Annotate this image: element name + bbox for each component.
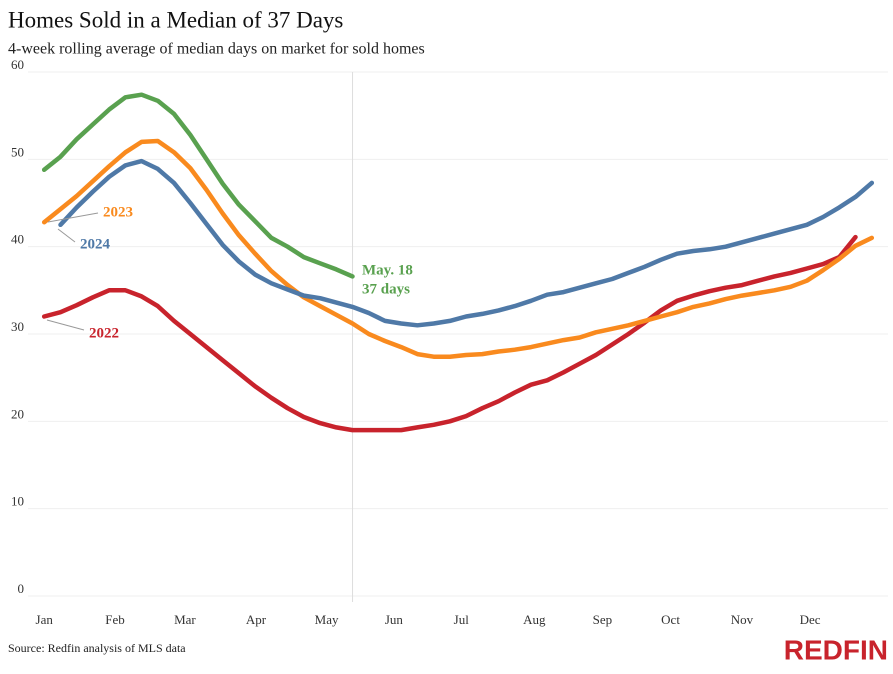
- label-connector: [46, 319, 85, 331]
- y-tick-label: 40: [11, 232, 24, 247]
- y-tick-label: 10: [11, 494, 24, 509]
- x-tick-label: Jan: [36, 612, 54, 627]
- annotation: May. 18: [362, 262, 413, 278]
- y-tick-label: 30: [11, 319, 24, 334]
- series-line: [58, 158, 875, 328]
- series-line: [41, 138, 875, 359]
- x-tick-label: Dec: [800, 612, 821, 627]
- legend-label: 2023: [103, 204, 133, 220]
- label-connector: [57, 228, 76, 243]
- x-tick-label: Mar: [174, 612, 196, 627]
- y-tick-label: 0: [18, 581, 25, 596]
- x-tick-label: Jul: [454, 612, 470, 627]
- x-tick-label: May: [315, 612, 339, 627]
- logo: REDFIN: [784, 634, 888, 665]
- source: Source: Redfin analysis of MLS data: [8, 641, 186, 655]
- label-connector: [47, 212, 99, 223]
- x-tick-label: Feb: [105, 612, 125, 627]
- legend-label: 2022: [89, 325, 119, 341]
- x-tick-label: Jun: [385, 612, 404, 627]
- chart-title: Homes Sold in a Median of 37 Days: [8, 7, 343, 32]
- x-tick-label: Oct: [661, 612, 680, 627]
- x-tick-label: Apr: [246, 612, 267, 627]
- annotation: 37 days: [362, 281, 410, 297]
- series-line: [41, 234, 858, 433]
- chart-subtitle: 4-week rolling average of median days on…: [8, 41, 425, 58]
- y-tick-label: 60: [11, 57, 24, 72]
- x-tick-label: Nov: [731, 612, 754, 627]
- legend-label: 2024: [80, 236, 111, 252]
- series-line: [41, 92, 355, 279]
- x-tick-label: Sep: [593, 612, 613, 627]
- y-tick-label: 50: [11, 144, 24, 159]
- y-tick-label: 20: [11, 406, 24, 421]
- x-tick-label: Aug: [523, 612, 546, 627]
